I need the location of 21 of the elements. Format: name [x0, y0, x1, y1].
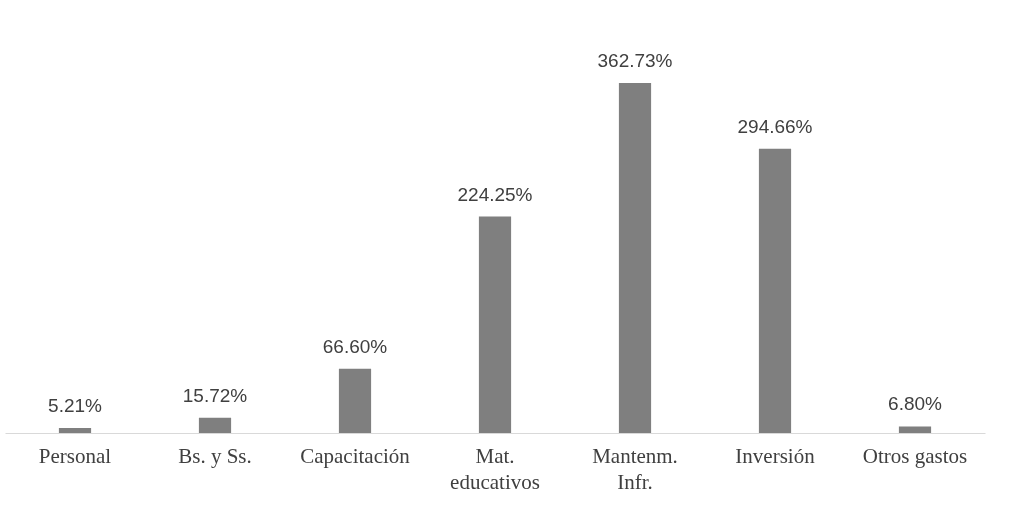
data-label: 6.80% — [888, 393, 943, 415]
data-label: 15.72% — [182, 384, 248, 406]
x-tick-label: Mat. educativos — [450, 443, 540, 494]
x-tick-label: Personal — [38, 443, 112, 468]
bar — [338, 368, 372, 433]
x-tick-label: Mantenm. Infr. — [592, 443, 678, 494]
data-label: 5.21% — [48, 394, 103, 416]
x-tick-label: Capacitación — [300, 443, 411, 468]
data-label: 224.25% — [457, 183, 533, 205]
bar — [198, 417, 232, 433]
bar — [898, 426, 932, 433]
x-tick-label: Inversión — [735, 443, 816, 468]
data-label: 294.66% — [737, 115, 813, 137]
bar — [618, 83, 652, 433]
bar — [58, 427, 92, 433]
x-tick-label: Bs. y Ss. — [178, 443, 252, 468]
bar — [478, 216, 512, 433]
bar — [758, 148, 792, 433]
data-label: 66.60% — [322, 335, 388, 357]
x-tick-label: Otros gastos — [862, 443, 968, 468]
data-label: 362.73% — [597, 50, 673, 71]
